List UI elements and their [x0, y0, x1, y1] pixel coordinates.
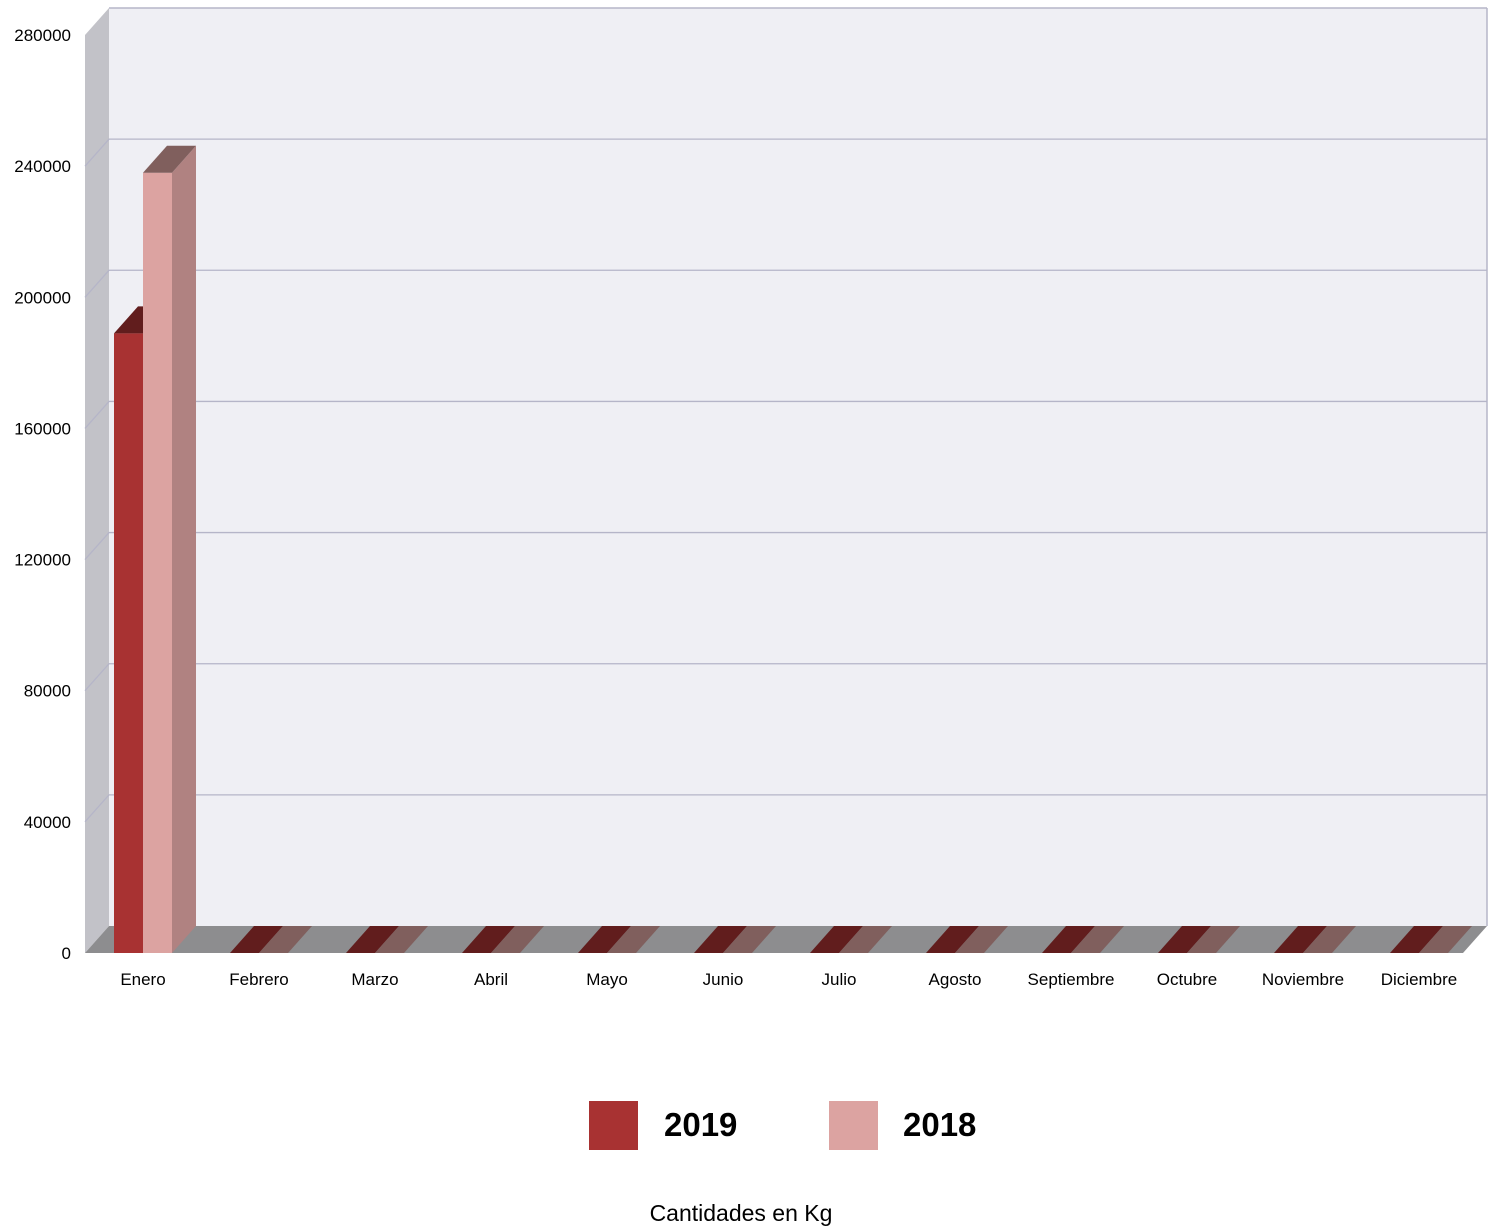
y-tick-label: 240000: [14, 157, 71, 176]
bar-top: [578, 926, 631, 953]
bar: [1071, 926, 1124, 953]
legend-swatch-2019: [589, 1101, 638, 1150]
bar: [491, 926, 544, 953]
x-tick-label: Octubre: [1157, 970, 1217, 989]
bar: [1042, 926, 1095, 953]
y-tick-label: 280000: [14, 26, 71, 45]
bar-top: [694, 926, 747, 953]
bars: [114, 145, 1472, 954]
x-tick-label: Septiembre: [1028, 970, 1115, 989]
x-tick-label: Febrero: [229, 970, 289, 989]
back-wall: [109, 8, 1487, 926]
bar-top: [607, 926, 660, 953]
bar-top: [1390, 926, 1443, 953]
side-wall: [85, 8, 109, 953]
bar-top: [1303, 926, 1356, 953]
chart-caption: Cantidades en Kg: [650, 1200, 833, 1226]
bar: [955, 926, 1008, 953]
x-tick-label: Noviembre: [1262, 970, 1344, 989]
bar: [810, 926, 863, 953]
floor: [85, 926, 1487, 953]
y-axis-ticks: 0 40000 80000 120000 160000 200000 240000 28000…: [14, 26, 71, 963]
bar: [375, 926, 428, 953]
bar: [607, 926, 660, 953]
y-tick-label: 80000: [24, 682, 71, 701]
gridline: [84, 794, 1487, 823]
x-tick-label: Enero: [120, 970, 165, 989]
x-tick-label: Marzo: [351, 970, 398, 989]
bar: [926, 926, 979, 953]
bar-top: [1158, 926, 1211, 953]
legend-swatch-2018: [829, 1101, 878, 1150]
bar: [346, 926, 399, 953]
gridline: [84, 531, 1487, 561]
bar: [694, 926, 747, 953]
bar-top: [462, 926, 515, 953]
bar-front: [114, 333, 143, 954]
bar-top: [810, 926, 863, 953]
bar-top: [143, 145, 196, 173]
legend-label-2018: 2018: [903, 1106, 976, 1143]
y-tick-label: 40000: [24, 813, 71, 832]
bar-top: [723, 926, 776, 953]
bar: [1390, 926, 1443, 953]
bar: [259, 926, 312, 953]
bar: [1187, 926, 1240, 953]
gridline: [84, 663, 1487, 692]
bar: [839, 926, 892, 953]
bar: [1303, 926, 1356, 953]
y-tick-label: 160000: [14, 419, 71, 438]
bar-side: [172, 145, 196, 953]
y-tick-label: 200000: [14, 288, 71, 307]
y-tick-label: 0: [62, 944, 71, 963]
x-axis-labels: Enero Febrero Marzo Abril Mayo Junio Julio Agos…: [120, 970, 1457, 989]
bar-top: [926, 926, 979, 953]
x-tick-label: Agosto: [929, 970, 982, 989]
bar-top: [1419, 926, 1472, 953]
bar: [578, 926, 631, 953]
bar-top: [1042, 926, 1095, 953]
gridline: [84, 269, 1487, 298]
bar-top: [346, 926, 399, 953]
bar-top: [839, 926, 892, 953]
legend-label-2019: 2019: [664, 1106, 737, 1143]
legend: 2019 2018: [589, 1101, 976, 1150]
bar-top: [375, 926, 428, 953]
x-tick-label: Junio: [703, 970, 744, 989]
bar-top: [1187, 926, 1240, 953]
x-tick-label: Diciembre: [1381, 970, 1458, 989]
bar: [1419, 926, 1472, 953]
x-tick-label: Julio: [822, 970, 857, 989]
bar-top: [955, 926, 1008, 953]
bar: [723, 926, 776, 953]
x-tick-label: Mayo: [586, 970, 628, 989]
bar-front: [143, 172, 172, 953]
y-tick-label: 120000: [14, 551, 71, 570]
chart-walls: [85, 7, 1488, 953]
gridline: [84, 400, 1487, 429]
gridlines: [84, 138, 1487, 823]
gridline: [84, 138, 1487, 167]
bar: [230, 926, 283, 953]
bar: [143, 145, 196, 953]
bar-top: [259, 926, 312, 953]
bar: [1158, 926, 1211, 953]
bar-top: [491, 926, 544, 953]
x-tick-label: Abril: [474, 970, 508, 989]
bar-top: [1071, 926, 1124, 953]
bar: [462, 926, 515, 953]
bar-top: [230, 926, 283, 953]
bar: [1274, 926, 1327, 953]
bar-top: [1274, 926, 1327, 953]
